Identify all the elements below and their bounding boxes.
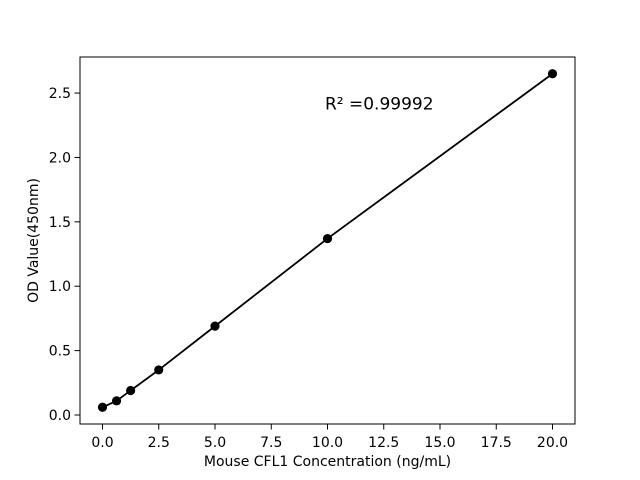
y-tick-label: 2.5: [49, 86, 71, 102]
y-tick-label: 2.0: [49, 150, 71, 166]
x-tick-label: 7.5: [260, 435, 282, 451]
x-tick-label: 0.0: [91, 435, 113, 451]
r-squared-annotation: R² =0.99992: [325, 94, 434, 114]
data-point: [210, 321, 220, 331]
y-axis-ticks: 0.0 0.5 1.0 1.5 2.0 2.5: [49, 86, 80, 424]
x-tick-label: 17.5: [481, 435, 512, 451]
x-tick-label: 2.5: [148, 435, 170, 451]
data-point: [322, 233, 333, 244]
x-tick-label: 15.0: [424, 435, 455, 451]
data-point: [126, 385, 136, 396]
y-axis-label: OD Value(450nm): [26, 178, 42, 303]
y-tick-label: 1.5: [49, 215, 71, 231]
y-tick-label: 0.5: [49, 344, 71, 360]
data-point: [154, 365, 164, 375]
y-tick-label: 1.0: [49, 279, 71, 295]
data-point: [97, 402, 108, 412]
x-axis-label: Mouse CFL1 Concentration (ng/mL): [204, 454, 451, 470]
x-tick-label: 20.0: [537, 435, 568, 451]
x-tick-label: 10.0: [312, 435, 343, 451]
data-points: [97, 69, 558, 412]
x-tick-label: 5.0: [204, 435, 226, 451]
x-axis-ticks: 0.0 2.5 5.0 7.5 10.0 12.5 15.0 17.5 20.0: [91, 424, 568, 451]
data-point: [547, 69, 558, 79]
data-point: [111, 396, 122, 406]
x-tick-label: 12.5: [368, 435, 399, 451]
y-tick-label: 0.0: [49, 408, 71, 424]
